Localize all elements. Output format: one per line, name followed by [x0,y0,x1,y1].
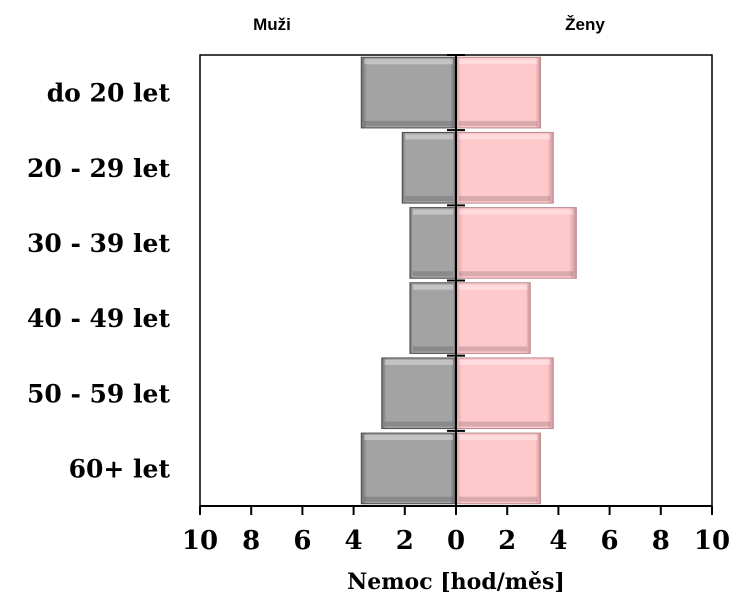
bar-male [401,131,457,204]
series-label-male: Muži [253,15,291,34]
bar-male [381,357,457,430]
bar-male [409,282,457,354]
x-tick-label: 10 [182,526,218,556]
x-tick-label: 4 [345,526,363,556]
series-label-female: Ženy [565,15,605,34]
bar-female [455,357,554,430]
category-label: do 20 let [47,79,171,108]
x-tick-label: 2 [498,526,516,556]
category-label: 60+ let [69,454,171,483]
category-label: 30 - 39 let [27,229,170,258]
bar-female [455,282,531,354]
x-tick-label: 2 [396,526,414,556]
category-label: 50 - 59 let [27,379,170,408]
x-tick-label: 0 [447,526,465,556]
bar-male [409,207,457,279]
category-label: 40 - 49 let [27,304,170,333]
bar-female [455,432,541,505]
x-tick-label: 10 [694,526,730,556]
bar-female [455,56,541,129]
bar-male [360,432,457,505]
x-tick-label: 8 [242,526,260,556]
bar-female [455,131,554,204]
bar-male [360,56,457,129]
category-label: 20 - 29 let [27,154,170,183]
x-tick-label: 6 [293,526,311,556]
bar-female [455,207,577,279]
x-axis-title: Nemoc [hod/měs] [347,569,565,595]
x-tick-label: 6 [601,526,619,556]
x-tick-label: 4 [549,526,567,556]
x-tick-label: 8 [652,526,670,556]
